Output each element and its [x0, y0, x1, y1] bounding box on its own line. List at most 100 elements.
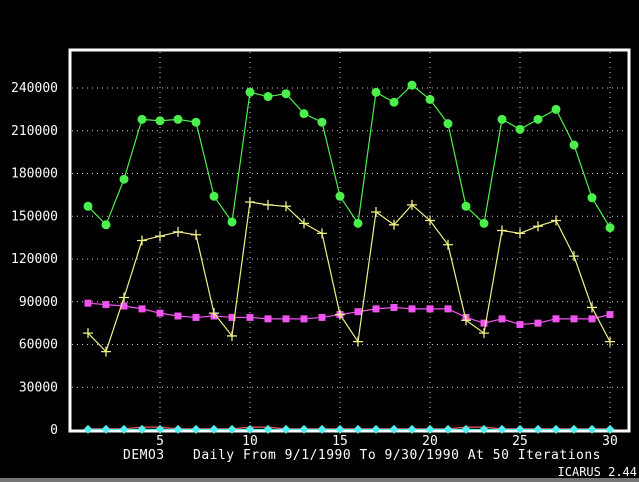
magenta-series-marker — [354, 308, 362, 316]
magenta-series-marker — [426, 305, 434, 313]
yellow-series-marker — [533, 221, 543, 232]
cyan-series-marker — [389, 424, 399, 434]
cyan-series-marker — [317, 424, 327, 434]
yellow-series-marker — [227, 330, 237, 341]
magenta-series-marker — [390, 303, 398, 311]
magenta-series-marker — [318, 313, 326, 321]
cyan-series-marker — [353, 424, 363, 434]
cyan-series-marker — [461, 424, 471, 434]
y-tick-label: 60000 — [19, 338, 58, 353]
yellow-series-marker — [569, 251, 579, 262]
y-axis-tick-labels: 0 30000 60000 90000 120000 150000 180000 210000… — [11, 81, 58, 438]
cyan-series-marker — [173, 424, 183, 434]
yellow-series-marker — [83, 328, 93, 339]
green-series-marker — [533, 114, 543, 124]
yellow-series-marker — [335, 309, 345, 320]
magenta-series-marker — [444, 305, 452, 313]
green-series-marker — [299, 109, 309, 119]
screen-bottom-edge — [0, 478, 639, 482]
magenta-series-marker — [300, 315, 308, 323]
y-tick-label: 240000 — [11, 81, 58, 96]
yellow-series-marker — [245, 197, 255, 207]
green-series-marker — [443, 119, 453, 129]
green-series-marker — [191, 117, 201, 127]
chart-title: Daily From 9/1/1990 To 9/30/1990 At 50 I… — [193, 448, 601, 463]
green-series-marker — [353, 218, 363, 228]
cyan-series-marker — [335, 424, 345, 434]
yellow-series-marker — [299, 218, 309, 229]
green-series-marker — [83, 201, 93, 211]
green-series-marker — [245, 87, 255, 97]
yellow-series-line — [87, 201, 611, 353]
cyan-series-marker — [425, 424, 435, 434]
cyan-series-marker — [299, 424, 309, 434]
green-series-marker — [425, 94, 435, 104]
cyan-series-marker — [569, 424, 579, 434]
green-series-marker — [569, 140, 579, 150]
green-series-marker — [605, 223, 615, 233]
series-layer — [83, 80, 615, 434]
yellow-series-marker — [425, 215, 435, 226]
cyan-series-marker — [137, 424, 147, 434]
cyan-series — [83, 424, 615, 434]
y-tick-label: 150000 — [11, 209, 58, 224]
green-series-marker — [389, 97, 399, 107]
green-series-marker — [317, 117, 327, 127]
cyan-series-marker — [443, 424, 453, 434]
red-series-line — [88, 426, 610, 430]
magenta-series-marker — [516, 321, 524, 329]
yellow-series-marker — [389, 219, 399, 230]
yellow-series-marker — [479, 328, 489, 339]
red-series — [88, 426, 610, 430]
yellow-series-marker — [191, 229, 201, 240]
x-tick-label: 20 — [422, 434, 438, 449]
y-tick-label: 0 — [50, 423, 58, 438]
magenta-series-marker — [228, 313, 236, 321]
magenta-series-marker — [534, 319, 542, 327]
magenta-series-marker — [246, 313, 254, 321]
cyan-series-marker — [245, 424, 255, 434]
green-series-marker — [209, 191, 219, 201]
green-series-marker — [101, 220, 111, 230]
app-version-label: ICARUS 2.44 — [558, 465, 637, 479]
yellow-series-marker — [353, 336, 363, 347]
cyan-series-marker — [83, 424, 93, 434]
magenta-series-marker — [282, 315, 290, 323]
magenta-series-marker — [372, 305, 380, 313]
cyan-series-marker — [587, 424, 597, 434]
plot-frame — [68, 48, 631, 433]
green-series-marker — [461, 201, 471, 211]
magenta-series-marker — [570, 315, 578, 323]
yellow-series-marker — [497, 225, 507, 236]
grid-lines — [72, 52, 627, 429]
green-series-marker — [335, 191, 345, 201]
magenta-series-marker — [192, 313, 200, 321]
yellow-series — [83, 197, 615, 357]
yellow-series-marker — [281, 201, 291, 212]
cyan-series-marker — [533, 424, 543, 434]
green-series-marker — [155, 116, 165, 126]
yellow-series-marker — [587, 302, 597, 313]
magenta-series — [84, 299, 614, 329]
yellow-series-marker — [101, 346, 111, 357]
x-axis-tick-labels: 5 10 15 20 25 30 — [156, 434, 618, 449]
yellow-series-marker — [119, 292, 129, 303]
cyan-series-marker — [209, 424, 219, 434]
x-tick-label: 25 — [512, 434, 528, 449]
magenta-series-marker — [102, 301, 110, 309]
y-tick-label: 180000 — [11, 167, 58, 182]
yellow-series-marker — [605, 336, 615, 347]
yellow-series-marker — [515, 228, 525, 239]
green-series-marker — [137, 114, 147, 124]
cyan-series-marker — [155, 424, 165, 434]
magenta-series-marker — [84, 299, 92, 307]
green-series-marker — [119, 174, 129, 184]
yellow-series-marker — [263, 199, 273, 210]
magenta-series-line — [87, 302, 611, 326]
yellow-series-marker — [551, 215, 561, 226]
yellow-series-marker — [155, 231, 165, 242]
y-tick-label: 120000 — [11, 252, 58, 267]
green-series-marker — [497, 114, 507, 124]
